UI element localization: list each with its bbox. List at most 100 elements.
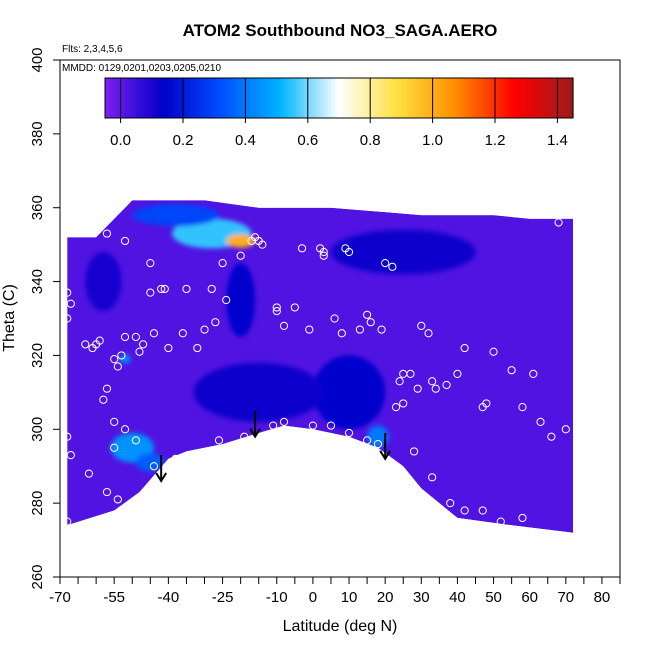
colorbar-tick-label: 0.2 <box>173 132 194 149</box>
colorbar-cell <box>280 78 285 118</box>
observation-point <box>362 310 372 319</box>
observation-point <box>63 517 72 526</box>
colorbar-cell <box>487 78 492 118</box>
colorbar-cell <box>268 78 274 118</box>
colorbar-tick-label: 1.0 <box>422 132 443 149</box>
colorbar-cell <box>218 78 223 118</box>
arrow-head <box>379 450 392 461</box>
colorbar-cell <box>307 78 313 118</box>
colorbar-cell <box>456 78 461 118</box>
observation-point <box>355 325 364 334</box>
chart-subtitle-dates: MMDD: 0129,0201,0203,0205,0210 <box>62 63 221 74</box>
colorbar-cell <box>475 78 480 118</box>
colorbar-tick-label: 0.0 <box>110 132 131 149</box>
observation-point <box>362 436 372 445</box>
observation-point <box>272 307 281 316</box>
colorbar-cell <box>381 78 387 118</box>
observation-point <box>113 362 122 371</box>
observation-point <box>110 355 119 364</box>
colorbar-cell <box>288 78 293 118</box>
heatmap-field <box>67 200 573 533</box>
y-tick-label: 260 <box>29 564 46 589</box>
colorbar-cell <box>366 78 371 118</box>
observation-point <box>308 421 318 430</box>
observation-point <box>373 439 383 449</box>
colorbar-cell <box>491 78 496 118</box>
observation-point <box>547 432 556 441</box>
colorbar-cell <box>140 78 145 118</box>
colorbar-cell <box>389 78 395 118</box>
observation-point <box>218 259 227 268</box>
colorbar-cell <box>112 78 118 118</box>
colorbar-cell <box>147 78 153 118</box>
arrow-annotation <box>379 432 392 461</box>
observation-point <box>344 428 354 438</box>
observation-point <box>63 288 72 297</box>
observation-point <box>478 506 487 515</box>
observation-point <box>258 240 267 249</box>
colorbar-tick-label: 1.4 <box>547 132 568 149</box>
colorbar-cell <box>350 78 356 118</box>
colorbar-cell <box>541 78 547 118</box>
observation-point <box>330 314 339 323</box>
observation-point <box>102 384 112 393</box>
observation-point <box>518 513 527 523</box>
observation-point <box>561 425 570 434</box>
x-tick-label: -25 <box>212 589 234 606</box>
colorbar-cell <box>261 78 266 118</box>
observation-point <box>326 421 336 430</box>
colorbar-cell <box>155 78 161 118</box>
observation-point <box>424 329 433 338</box>
colorbar-cell <box>253 78 258 118</box>
colorbar-cell <box>409 78 414 118</box>
colorbar-cell <box>452 78 457 118</box>
colorbar-cell <box>124 78 129 118</box>
observation-point <box>431 384 440 393</box>
observation-point <box>409 447 419 456</box>
colorbar-cell <box>518 78 523 118</box>
colorbar-cell <box>424 78 430 118</box>
observation-point <box>391 403 401 412</box>
colorbar-cell <box>545 78 551 118</box>
x-tick-label: 70 <box>557 589 574 606</box>
colorbar-cell <box>300 78 305 118</box>
colorbar-cell <box>206 78 211 118</box>
colorbar-cell <box>171 78 176 118</box>
observation-point <box>529 369 538 378</box>
observation-point <box>182 284 191 294</box>
observation-point <box>149 462 159 471</box>
observation-point <box>128 502 137 511</box>
colorbar-cell <box>249 78 254 118</box>
observation-point <box>319 247 328 257</box>
observation-point <box>279 417 289 426</box>
observation-point <box>149 329 159 338</box>
colorbar-cell <box>335 78 340 118</box>
observation-point <box>337 329 346 338</box>
y-tick-label: 280 <box>29 491 46 516</box>
colorbar-cell <box>495 78 500 118</box>
observation-point <box>428 473 437 482</box>
observation-point <box>214 436 224 445</box>
observation-point <box>131 332 140 342</box>
x-tick-label: -40 <box>158 589 180 606</box>
colorbar-cell <box>214 78 219 118</box>
observation-point <box>413 384 422 393</box>
colorbar-cell <box>510 78 516 118</box>
colorbar-tick-label: 0.4 <box>235 132 256 149</box>
colorbar-cell <box>194 78 200 118</box>
colorbar-cell <box>233 78 239 118</box>
colorbar-cell <box>292 78 297 118</box>
colorbar-cell <box>557 78 562 118</box>
colorbar-cell <box>448 78 453 118</box>
colorbar-cell <box>436 78 441 118</box>
observation-point <box>366 318 375 327</box>
colorbar-frame <box>104 77 574 119</box>
x-tick-label: 0 <box>309 589 317 606</box>
observation-point <box>240 432 249 441</box>
colorbar-cell <box>128 78 133 118</box>
x-tick-label: 50 <box>485 589 502 606</box>
observation-point <box>279 321 289 330</box>
colorbar-cell <box>327 78 332 118</box>
heatmap-feature <box>119 354 131 364</box>
colorbar-cell <box>190 78 196 118</box>
